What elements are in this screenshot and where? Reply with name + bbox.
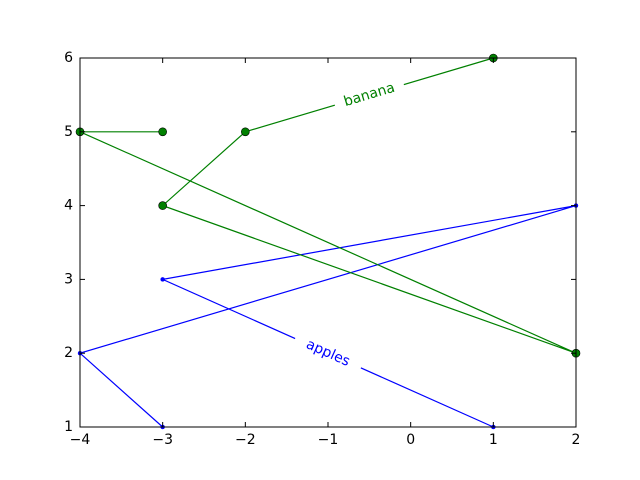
x-tick-label: −4 bbox=[70, 432, 91, 448]
data-point-banana-0 bbox=[158, 127, 167, 137]
series-line-banana bbox=[79, 57, 577, 354]
y-tick-label: 6 bbox=[64, 50, 73, 66]
y-tick-label: 5 bbox=[64, 124, 73, 140]
y-tick-label: 2 bbox=[64, 345, 73, 361]
data-point-banana-3 bbox=[158, 201, 167, 210]
y-tick-label: 3 bbox=[64, 271, 73, 287]
x-tick-label: −1 bbox=[318, 432, 339, 448]
x-tick-label: 2 bbox=[572, 432, 581, 448]
data-point-banana-4 bbox=[241, 127, 250, 137]
x-tick-label: −3 bbox=[152, 432, 173, 448]
y-tick-label: 4 bbox=[64, 198, 73, 214]
x-tick-label: 1 bbox=[489, 432, 498, 448]
data-point-apples-3 bbox=[160, 277, 165, 282]
x-tick-label: −2 bbox=[235, 432, 256, 448]
y-tick-label: 1 bbox=[64, 419, 73, 435]
axes: −4 −3 −2 −1 0 1 2 1 2 3 4 5 6 bbox=[64, 50, 580, 448]
x-tick-label: 0 bbox=[406, 432, 415, 448]
